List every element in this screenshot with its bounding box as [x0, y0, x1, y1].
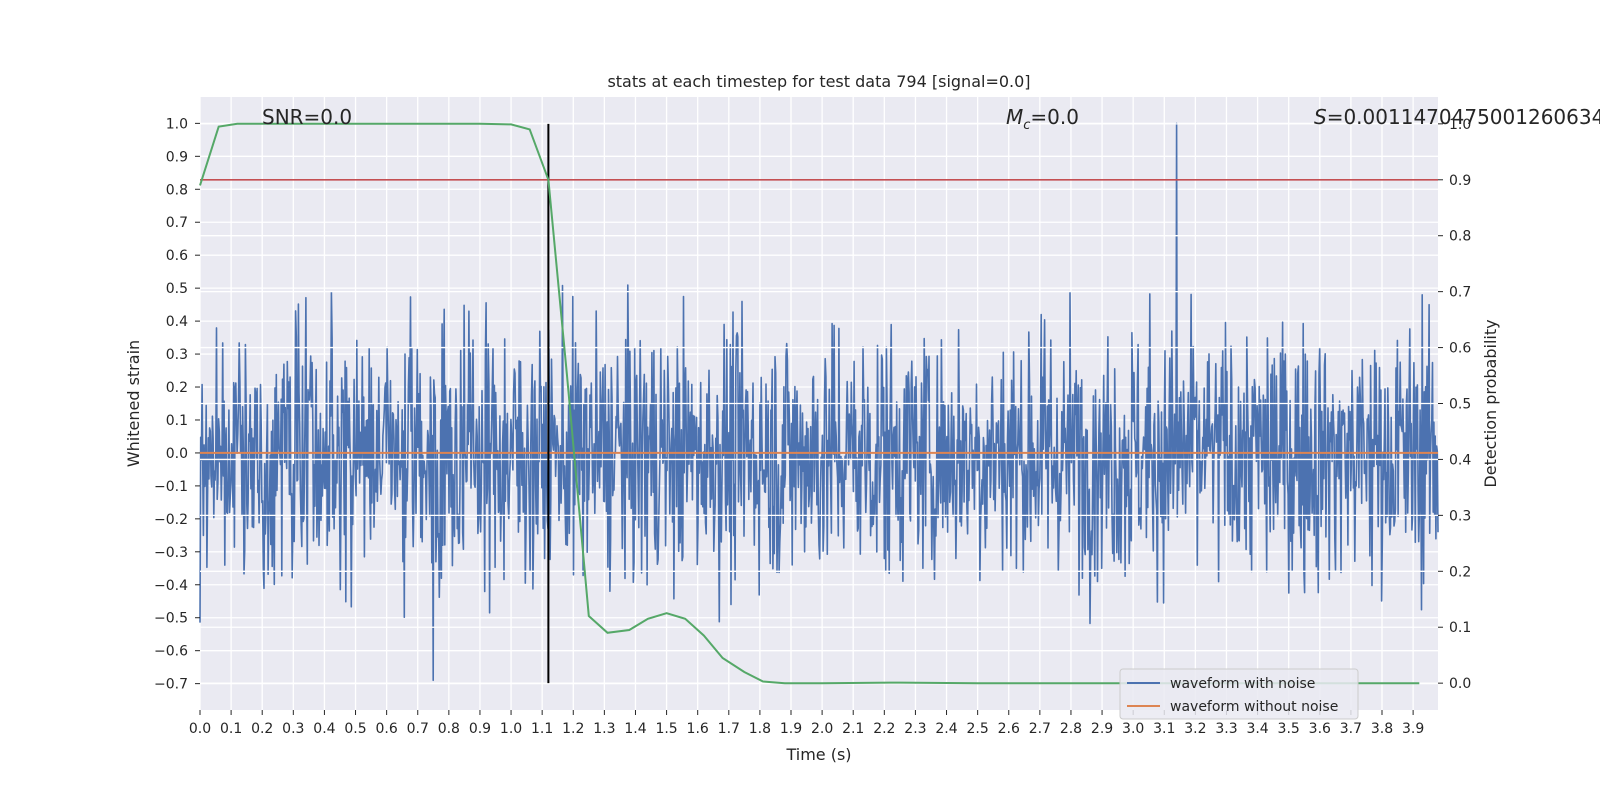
y-tick-label: −0.4	[154, 578, 188, 594]
detection-probability-line	[199, 122, 1420, 685]
chart-title: stats at each timestep for test data 794…	[607, 72, 1030, 91]
y-tick-label: −0.2	[154, 512, 188, 528]
legend-box	[1119, 668, 1359, 720]
x-tick-label: 2.8	[1060, 721, 1082, 737]
x-tick-label: 3.0	[1122, 721, 1144, 737]
x-tick-label: 0.0	[189, 721, 211, 737]
y-tick-label: 1.0	[166, 116, 188, 132]
x-tick-label: 1.9	[780, 721, 802, 737]
s-value: =0.0011470475001260634	[1327, 105, 1600, 129]
tick-labels: 0.0 0.1 0.2 0.3 0.4 0.5 0.6 0.7 0.8 0.9 1.0 1.1 1.2 1…	[154, 116, 1471, 737]
x-tick-label: 0.3	[282, 721, 304, 737]
mc-subscript: c	[1023, 118, 1030, 133]
x-tick-label: 3.5	[1278, 721, 1300, 737]
annotation-s-stat: S=0.0011470475001260634	[1314, 105, 1600, 129]
x-tick-label: 0.1	[220, 721, 242, 737]
y2-tick-label: 0.9	[1449, 173, 1471, 189]
annotation-chirp-mass: Mc=0.0	[1006, 105, 1079, 133]
x-tick-label: 2.5	[967, 721, 989, 737]
annotation-snr: SNR=0.0	[262, 105, 352, 129]
x-tick-label: 2.2	[873, 721, 895, 737]
x-tick-label: 1.6	[687, 721, 709, 737]
x-tick-label: 2.4	[935, 721, 957, 737]
y2-tick-label: 0.4	[1449, 452, 1471, 468]
y-tick-label: 0.8	[166, 182, 188, 198]
legend-label-noise: waveform with noise	[1170, 676, 1315, 692]
y-tick-label: 0.1	[166, 413, 188, 429]
x-tick-label: 3.2	[1184, 721, 1206, 737]
x-tick-label: 2.1	[842, 721, 864, 737]
y2-tick-label: 0.1	[1449, 620, 1471, 636]
y2-tick-label: 0.0	[1449, 676, 1471, 692]
x-tick-label: 0.6	[376, 721, 398, 737]
y2-tick-label: 0.5	[1449, 397, 1471, 413]
x-tick-label: 1.5	[655, 721, 677, 737]
y2-tick-label: 0.3	[1449, 508, 1471, 524]
y-tick-label: 0.4	[166, 314, 188, 330]
y-tick-label: 0.9	[166, 149, 188, 165]
x-tick-label: 2.7	[1029, 721, 1051, 737]
x-tick-label: 0.2	[251, 721, 273, 737]
x-tick-label: 2.0	[811, 721, 833, 737]
x-tick-label: 3.9	[1402, 721, 1424, 737]
x-tick-label: 1.1	[531, 721, 553, 737]
x-tick-label: 1.0	[500, 721, 522, 737]
legend-label-clean: waveform without noise	[1170, 699, 1338, 715]
x-tick-label: 2.3	[904, 721, 926, 737]
mc-symbol: M	[1006, 105, 1023, 129]
y2-axis-label: Detection probability	[1481, 319, 1500, 487]
x-tick-label: 3.8	[1371, 721, 1393, 737]
x-axis-label: Time (s)	[785, 745, 851, 764]
s-symbol: S	[1314, 105, 1327, 129]
x-tick-label: 2.6	[998, 721, 1020, 737]
y2-tick-label: 0.6	[1449, 341, 1471, 357]
x-tick-label: 0.8	[438, 721, 460, 737]
x-tick-label: 1.2	[562, 721, 584, 737]
x-tick-label: 3.3	[1215, 721, 1237, 737]
x-tick-label: 3.6	[1309, 721, 1331, 737]
x-tick-label: 1.4	[624, 721, 646, 737]
waveform-with-noise-line	[199, 122, 1439, 682]
y-tick-label: −0.5	[154, 611, 188, 627]
y-tick-label: 0.5	[166, 281, 188, 297]
x-tick-label: 3.7	[1340, 721, 1362, 737]
y-tick-label: 0.6	[166, 248, 188, 264]
y2-tick-label: 0.7	[1449, 285, 1471, 301]
x-tick-label: 0.9	[469, 721, 491, 737]
x-tick-label: 1.3	[593, 721, 615, 737]
y2-tick-label: 0.2	[1449, 564, 1471, 580]
mc-value: =0.0	[1030, 105, 1079, 129]
y-tick-label: −0.7	[154, 677, 188, 693]
y-axis-label: Whitened strain	[124, 340, 143, 467]
y-tick-label: 0.7	[166, 215, 188, 231]
y-tick-label: 0.2	[166, 380, 188, 396]
y2-tick-label: 1.0	[1449, 117, 1471, 133]
y-tick-label: 0.0	[166, 446, 188, 462]
series-waveform-with-noise	[199, 122, 1439, 682]
y2-tick-label: 0.8	[1449, 229, 1471, 245]
x-tick-label: 2.9	[1091, 721, 1113, 737]
overlay-lines	[199, 122, 1438, 685]
x-tick-label: 0.4	[313, 721, 335, 737]
x-tick-label: 1.8	[749, 721, 771, 737]
y-tick-label: −0.3	[154, 545, 188, 561]
y-tick-label: −0.1	[154, 479, 188, 495]
y-tick-label: −0.6	[154, 644, 188, 660]
y-tick-label: 0.3	[166, 347, 188, 363]
x-tick-label: 0.7	[407, 721, 429, 737]
x-tick-label: 3.1	[1153, 721, 1175, 737]
legend: waveform with noise waveform without noi…	[1119, 668, 1359, 720]
x-tick-label: 1.7	[718, 721, 740, 737]
x-tick-label: 3.4	[1246, 721, 1268, 737]
x-tick-label: 0.5	[344, 721, 366, 737]
